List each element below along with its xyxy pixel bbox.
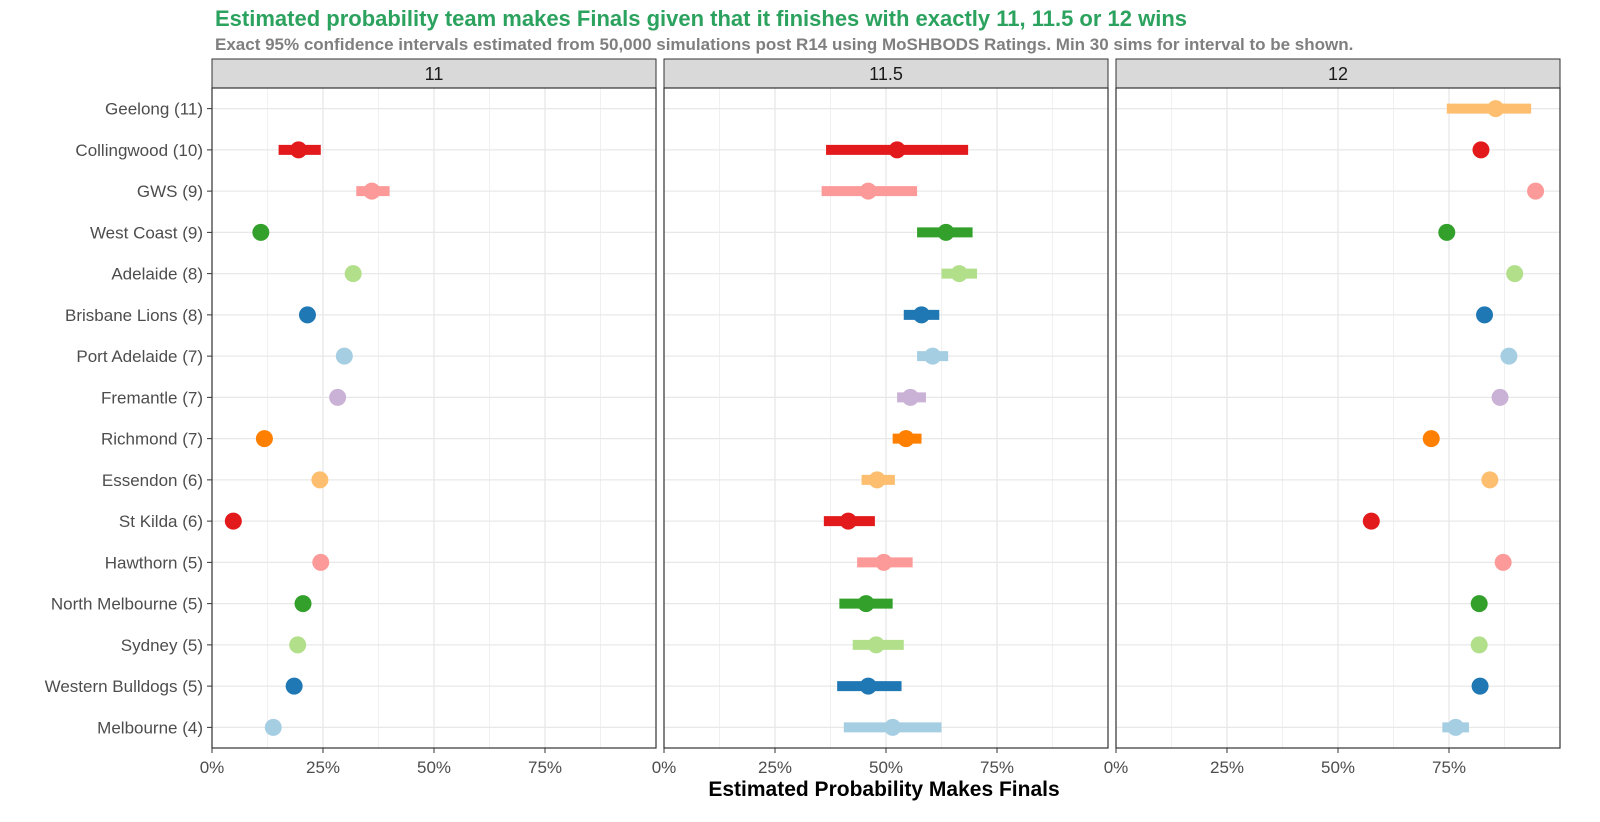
data-point — [884, 718, 902, 736]
x-tick-label: 75% — [1432, 758, 1466, 777]
data-point — [875, 553, 893, 571]
data-point — [867, 636, 885, 654]
data-point — [224, 512, 242, 530]
data-point — [1494, 553, 1512, 571]
data-point — [329, 388, 347, 406]
x-axis-title: Estimated Probability Makes Finals — [708, 778, 1059, 801]
x-tick-label: 0% — [652, 758, 677, 777]
data-point — [1447, 718, 1465, 736]
y-tick-label: St Kilda (6) — [119, 512, 203, 531]
y-tick-label: West Coast (9) — [90, 223, 203, 242]
data-point — [839, 512, 857, 530]
y-tick-label: Fremantle (7) — [101, 388, 203, 407]
data-point — [857, 595, 875, 613]
x-tick-label: 50% — [1321, 758, 1355, 777]
y-tick-label: Geelong (11) — [105, 100, 203, 119]
panel-strip-2 — [663, 58, 1109, 89]
data-point — [1487, 100, 1505, 118]
data-point — [1527, 182, 1545, 200]
data-point — [1491, 388, 1509, 406]
y-tick-label: GWS (9) — [137, 182, 203, 201]
x-tick-label: 25% — [1210, 758, 1244, 777]
data-point — [298, 306, 316, 324]
data-point — [1506, 265, 1524, 283]
y-tick-label: Collingwood (10) — [75, 141, 203, 160]
x-tick-label: 75% — [528, 758, 562, 777]
data-point — [363, 182, 381, 200]
data-point — [1476, 306, 1494, 324]
y-tick-label: Sydney (5) — [121, 636, 203, 655]
chart-title: Estimated probability team makes Finals … — [215, 6, 1188, 31]
panel-strip-label-1: 11 — [425, 64, 444, 84]
chart-subtitle: Exact 95% confidence intervals estimated… — [215, 35, 1354, 54]
y-tick-label: Essendon (6) — [102, 471, 203, 490]
panel-strip-label-2: 11.5 — [869, 64, 903, 84]
data-point — [924, 347, 942, 365]
x-tick-label: 0% — [200, 758, 225, 777]
data-point — [1481, 471, 1499, 489]
data-point — [950, 265, 968, 283]
data-point — [1362, 512, 1380, 530]
x-tick-label: 75% — [980, 758, 1014, 777]
data-point — [252, 223, 270, 241]
data-point — [1472, 141, 1490, 159]
data-point — [285, 677, 303, 695]
data-point — [1500, 347, 1518, 365]
data-point — [888, 141, 906, 159]
data-point — [294, 595, 312, 613]
panel-strip-label-3: 12 — [1328, 64, 1348, 84]
data-point — [255, 430, 273, 448]
panel-strip-1 — [211, 58, 657, 89]
data-point — [859, 182, 877, 200]
data-point — [312, 553, 330, 571]
panel-strip-3 — [1115, 58, 1561, 89]
y-tick-label: Melbourne (4) — [97, 718, 203, 737]
data-point — [859, 677, 877, 695]
y-tick-label: Port Adelaide (7) — [76, 347, 203, 366]
y-tick-label: Adelaide (8) — [111, 265, 203, 284]
data-point — [868, 471, 886, 489]
y-tick-label: Richmond (7) — [101, 430, 203, 449]
data-point — [897, 430, 915, 448]
data-point — [335, 347, 353, 365]
data-point — [289, 636, 307, 654]
data-point — [1470, 595, 1488, 613]
data-point — [1438, 223, 1456, 241]
data-point — [1470, 636, 1488, 654]
y-tick-label: Brisbane Lions (8) — [65, 306, 203, 325]
data-point — [264, 718, 282, 736]
data-point — [1471, 677, 1489, 695]
x-tick-label: 25% — [758, 758, 792, 777]
y-tick-label: Hawthorn (5) — [105, 553, 203, 572]
data-point — [311, 471, 329, 489]
x-tick-label: 0% — [1104, 758, 1129, 777]
data-point — [937, 223, 955, 241]
x-tick-label: 50% — [417, 758, 451, 777]
data-point — [901, 388, 919, 406]
x-tick-label: 50% — [869, 758, 903, 777]
data-point — [290, 141, 308, 159]
data-point — [344, 265, 362, 283]
data-point — [1422, 430, 1440, 448]
data-point — [913, 306, 931, 324]
x-tick-label: 25% — [306, 758, 340, 777]
y-tick-label: Western Bulldogs (5) — [45, 677, 203, 696]
y-tick-label: North Melbourne (5) — [51, 595, 203, 614]
